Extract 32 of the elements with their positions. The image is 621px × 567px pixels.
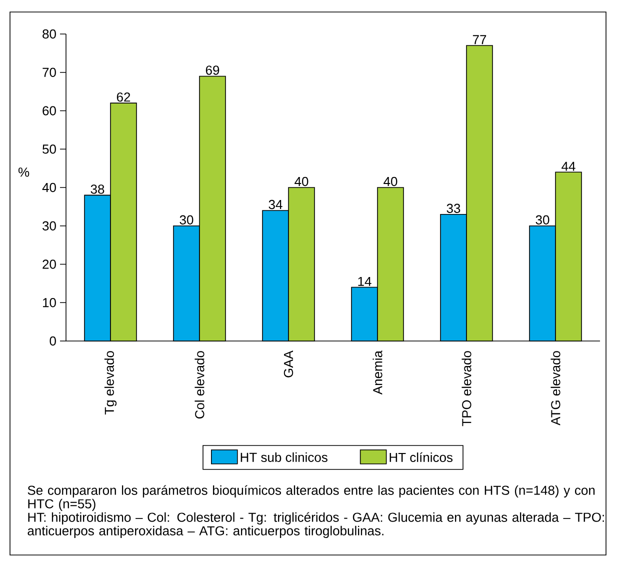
data-label: 77 <box>472 35 486 44</box>
data-label: 14 <box>358 276 372 286</box>
data-label: 33 <box>446 204 460 213</box>
y-tick-label: 50 <box>42 144 56 154</box>
y-tick-label: 60 <box>42 106 56 116</box>
legend-label: HT clínicos <box>390 452 453 462</box>
data-label: 62 <box>116 92 130 102</box>
y-tick-label: 70 <box>42 68 56 77</box>
data-label: 30 <box>536 215 550 224</box>
text: HT: hipotiroidismo – Col: Colesterol - Tg: triglicéridos - GAA: Glucemia en ayunas alterada – TPO: anticuerpos antiperoxidasa – ATG: anticuerpos tiroglobulinas. <box>28 512 604 538</box>
text: Se compararon los parámetros bioquímicos alterados entre las pacientes con HTS (n=148) y con HTC (n=55) <box>28 485 595 511</box>
data-label: 44 <box>562 162 576 171</box>
x-tick-label: Tg elevado <box>104 351 117 415</box>
data-label: 34 <box>268 200 282 210</box>
data-label: 69 <box>206 66 220 75</box>
data-label: 40 <box>384 176 398 186</box>
y-axis-title: % <box>18 168 30 177</box>
data-label: 38 <box>90 184 104 194</box>
y-tick-label: 20 <box>42 260 56 269</box>
y-tick-label: 10 <box>43 298 56 308</box>
x-tick-label: Col elevado <box>194 351 204 419</box>
x-tick-label: ATG elevado <box>550 351 560 426</box>
legend-label: HT sub clinicos <box>240 452 328 462</box>
data-label: 30 <box>180 215 194 224</box>
x-tick-label: GAA <box>284 350 294 378</box>
y-tick-label: 30 <box>42 221 56 230</box>
y-tick-label: 80 <box>42 29 56 39</box>
data-label: 40 <box>294 176 308 186</box>
x-tick-label: TPO elevado <box>462 351 472 426</box>
y-tick-label: 40 <box>42 182 56 192</box>
y-tick-label: 0 <box>50 336 56 346</box>
x-tick-label: Anemia <box>372 350 382 395</box>
